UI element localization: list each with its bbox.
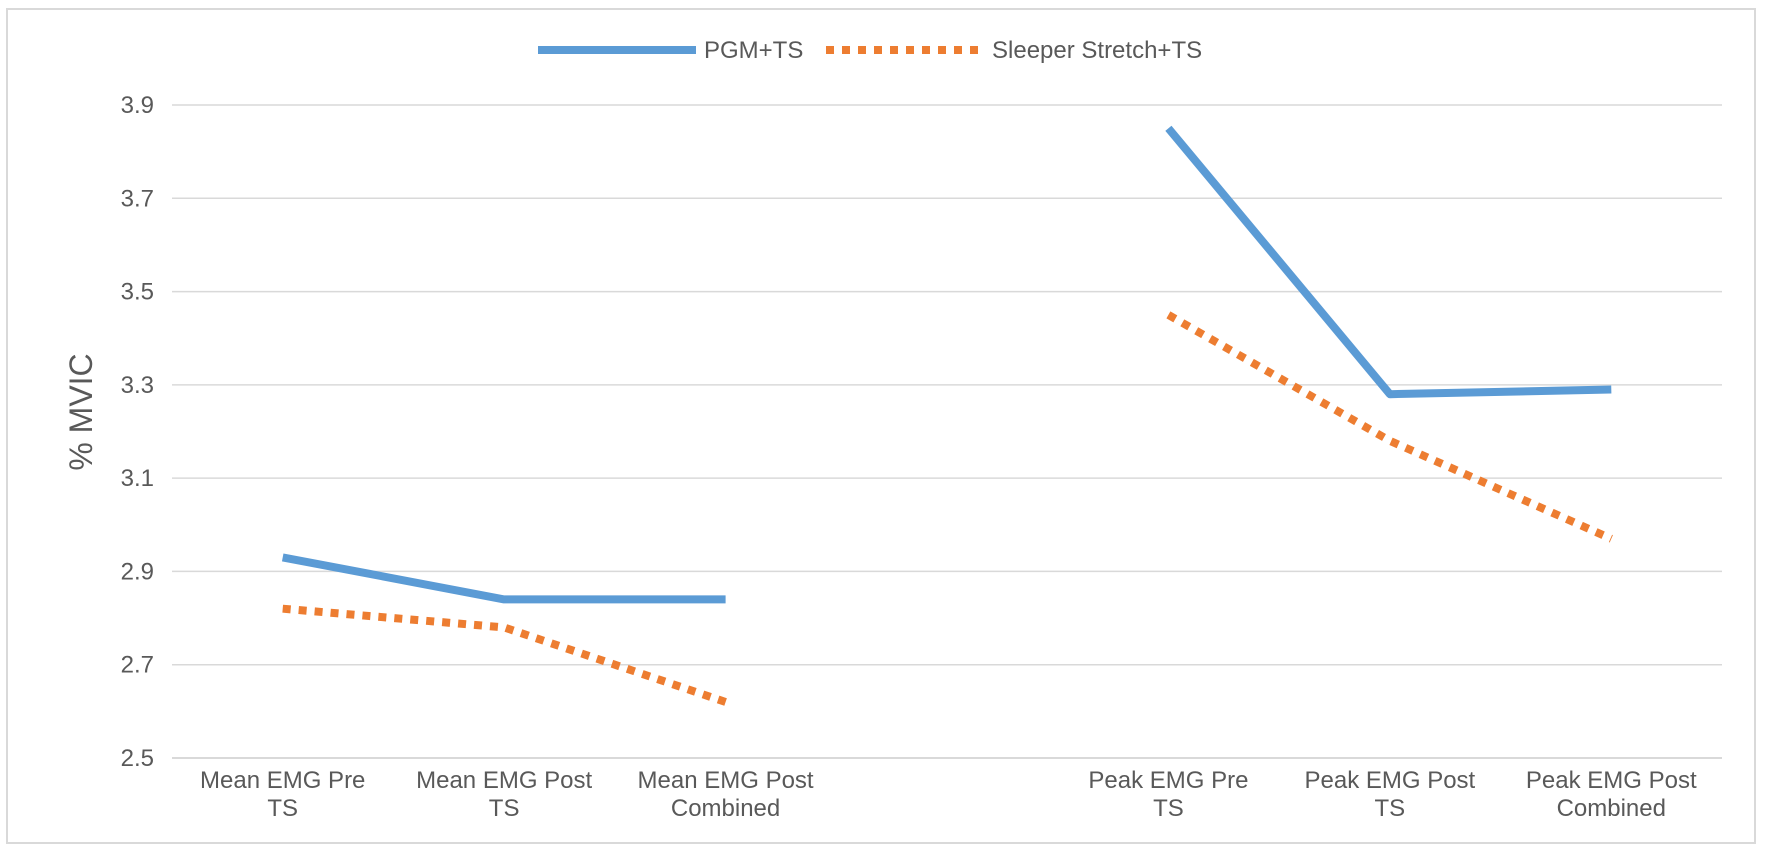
- x-tick-label: TS: [1375, 795, 1406, 822]
- y-tick-label: 3.1: [121, 465, 154, 492]
- x-tick-label: Combined: [1557, 795, 1666, 822]
- x-tick-label: TS: [267, 795, 298, 822]
- y-tick-label: 3.5: [121, 279, 154, 306]
- legend-label: Sleeper Stretch+TS: [992, 37, 1202, 64]
- y-tick-label: 3.9: [121, 92, 154, 119]
- y-tick-label: 3.7: [121, 185, 154, 212]
- gridlines: [172, 104, 1722, 759]
- x-tick-label: Combined: [671, 795, 780, 822]
- x-tick-label: Mean EMG Pre: [200, 767, 365, 794]
- series-pgm-ts: [281, 125, 1612, 604]
- x-tick-label: Peak EMG Pre: [1088, 767, 1248, 794]
- y-tick-label: 2.9: [121, 558, 154, 585]
- y-axis-title: % MVIC: [63, 353, 99, 470]
- series-sleeper-stretch-ts: [282, 311, 1613, 706]
- x-tick-label: TS: [1153, 795, 1184, 822]
- x-tick-label: Mean EMG Post: [638, 767, 814, 794]
- series-line-segment: [281, 553, 726, 604]
- x-tick-label: Peak EMG Post: [1304, 767, 1475, 794]
- y-axis-tick-labels: 2.5 2.7 2.9 3.1 3.3 3.5 3.7 3.9: [121, 92, 154, 772]
- legend: PGM+TS Sleeper Stretch+TS: [538, 37, 1202, 64]
- x-tick-label: TS: [489, 795, 520, 822]
- x-tick-label: Peak EMG Post: [1526, 767, 1697, 794]
- legend-label: PGM+TS: [704, 37, 803, 64]
- series-line-segment: [282, 604, 727, 706]
- series-line-segment: [1166, 311, 1613, 543]
- series-lines: [281, 125, 1613, 706]
- chart-frame: [6, 8, 1756, 844]
- y-tick-label: 2.5: [121, 745, 154, 772]
- x-tick-label: Mean EMG Post: [416, 767, 592, 794]
- series-line-segment: [1165, 125, 1612, 399]
- y-tick-label: 2.7: [121, 652, 154, 679]
- y-tick-label: 3.3: [121, 372, 154, 399]
